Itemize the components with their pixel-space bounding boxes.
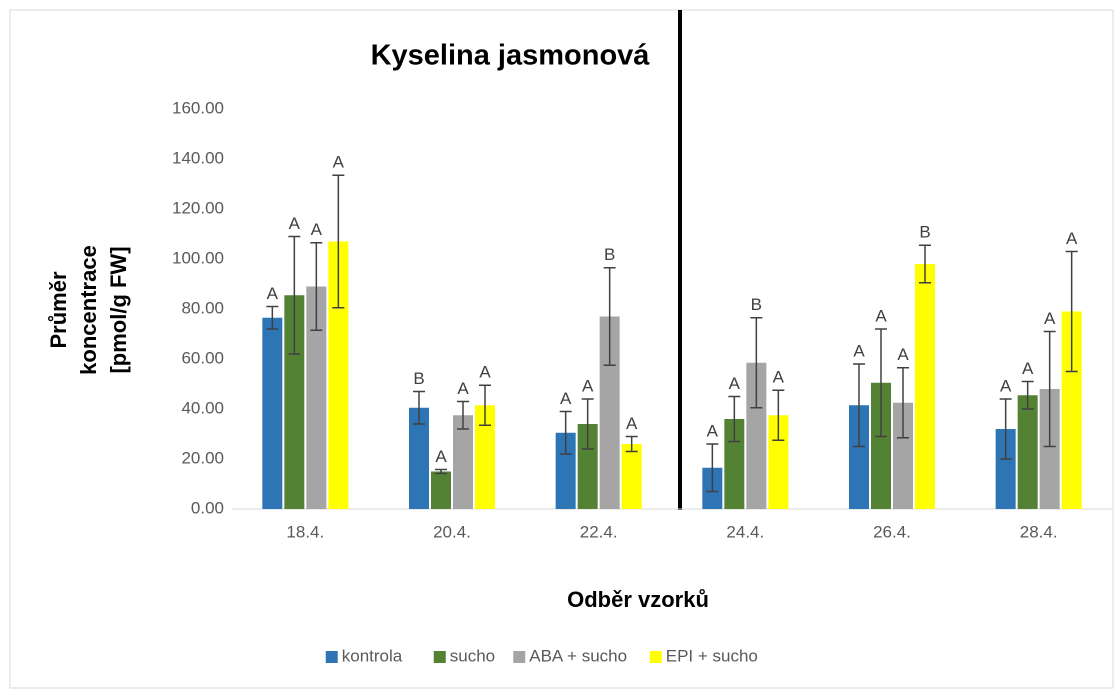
bar <box>409 407 429 509</box>
bar <box>621 444 642 509</box>
significance-letter: B <box>751 295 762 314</box>
bar <box>768 415 789 509</box>
bar <box>475 405 495 509</box>
significance-letter: A <box>773 368 785 387</box>
significance-letter: A <box>457 379 469 398</box>
significance-letter: B <box>919 223 930 242</box>
significance-letter: A <box>479 363 491 382</box>
bar <box>431 471 451 509</box>
chart-title: Kyselina jasmonová <box>371 40 651 72</box>
y-tick-label: 100.00 <box>172 248 224 267</box>
y-tick-label: 140.00 <box>172 148 224 167</box>
bar <box>995 429 1016 509</box>
x-tick-label: 24.4. <box>726 522 764 541</box>
y-tick-label: 120.00 <box>172 198 224 217</box>
bar <box>849 405 869 509</box>
legend-swatch <box>433 651 446 663</box>
x-axis-label: Odběr vzorků <box>567 587 709 612</box>
y-axis-label: Průměr <box>46 271 71 348</box>
x-tick-label: 18.4. <box>286 522 324 541</box>
legend-label: sucho <box>450 646 495 665</box>
bar <box>306 286 327 509</box>
x-tick-label: 28.4. <box>1020 522 1058 541</box>
significance-letter: A <box>1066 229 1078 248</box>
y-tick-label: 160.00 <box>172 98 224 117</box>
significance-letter: A <box>333 153 345 172</box>
x-tick-label: 26.4. <box>873 522 911 541</box>
bar <box>1039 389 1060 509</box>
significance-letter: A <box>1000 376 1012 395</box>
bar <box>1061 311 1082 509</box>
legend-swatch <box>649 651 662 663</box>
significance-letter: A <box>267 284 279 303</box>
bar <box>871 382 891 509</box>
bar <box>1017 395 1038 509</box>
bar <box>284 295 305 509</box>
x-tick-label: 20.4. <box>433 522 471 541</box>
y-tick-label: 80.00 <box>181 298 224 317</box>
y-tick-label: 0.00 <box>191 498 224 517</box>
significance-letter: A <box>729 374 741 393</box>
x-tick-label: 22.4. <box>580 522 618 541</box>
significance-letter: A <box>311 220 323 239</box>
significance-letter: A <box>875 306 887 325</box>
significance-letter: A <box>897 345 909 364</box>
y-tick-label: 20.00 <box>181 448 224 467</box>
bar <box>262 317 283 509</box>
significance-letter: B <box>413 369 424 388</box>
significance-letter: A <box>435 447 447 466</box>
legend-swatch <box>325 651 338 663</box>
y-tick-label: 60.00 <box>181 348 224 367</box>
legend-label: EPI + sucho <box>666 646 758 665</box>
bar <box>453 415 473 509</box>
significance-letter: A <box>1022 359 1034 378</box>
significance-letter: A <box>560 389 572 408</box>
significance-letter: A <box>289 214 301 233</box>
significance-letter: A <box>582 376 594 395</box>
bar <box>893 402 913 509</box>
legend-label: kontrola <box>342 646 403 665</box>
bar <box>577 424 598 509</box>
y-axis-label: [pmol/g FW] <box>106 246 131 373</box>
bar <box>915 264 935 509</box>
bar <box>555 432 576 509</box>
y-tick-label: 40.00 <box>181 398 224 417</box>
legend-label: ABA + sucho <box>529 646 627 665</box>
significance-letter: A <box>626 414 638 433</box>
significance-letter: A <box>853 341 865 360</box>
significance-letter: A <box>1044 309 1056 328</box>
significance-letter: A <box>707 421 719 440</box>
y-axis-label: koncentrace <box>76 245 101 375</box>
bar <box>746 362 767 509</box>
significance-letter: B <box>604 245 615 264</box>
legend-swatch <box>513 651 526 663</box>
